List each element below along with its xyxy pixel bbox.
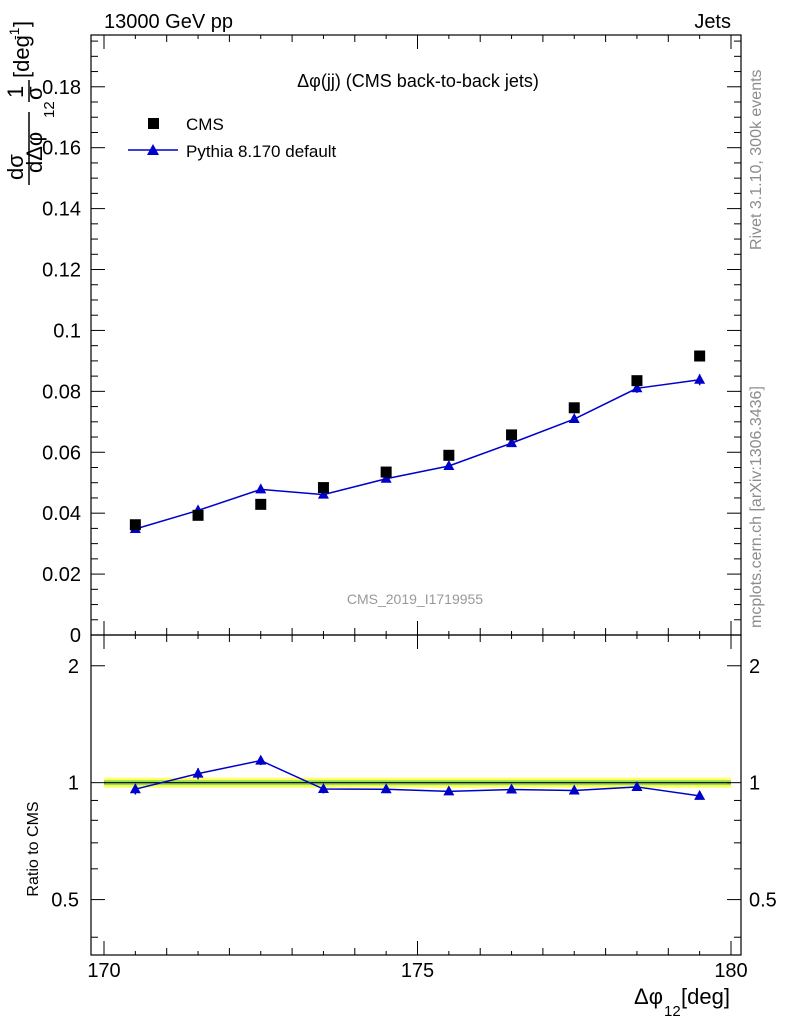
mc-point — [694, 373, 706, 384]
main-panel: 0 0.02 0.04 0.06 0.08 0.1 0.12 0.14 0.16 0.18 Δφ(… — [3, 21, 742, 647]
ratio-x-tick-labels: 170 175 180 — [87, 960, 747, 982]
mcplots-label: mcplots.cern.ch [arXiv:1306.3436] — [748, 386, 765, 628]
x-tick-label: 170 — [87, 960, 120, 982]
main-y-tick-label: 0.04 — [42, 503, 81, 525]
legend: CMS Pythia 8.170 default — [128, 115, 337, 161]
cms-point — [380, 466, 392, 478]
ratio-y-tick-label-right: 2 — [749, 656, 760, 678]
ratio-y-ticks — [91, 665, 741, 938]
ratio-markers — [129, 754, 706, 800]
legend-label-cms: CMS — [186, 115, 224, 134]
ylabel-unit-close: ] — [9, 21, 34, 27]
main-y-axis-label: 1 σ dσ dΔφ 12 [deg -1 ] — [3, 21, 58, 185]
mc-markers — [129, 373, 706, 534]
ratio-point — [192, 767, 204, 778]
cms-point — [255, 498, 267, 510]
main-y-tick-label: 0 — [70, 625, 81, 647]
chart-title: Δφ(jj) (CMS back-to-back jets) — [297, 71, 539, 91]
ratio-point — [380, 783, 392, 794]
xlabel-unit: [deg] — [681, 984, 730, 1009]
mc-point — [568, 413, 580, 424]
cms-point — [694, 350, 706, 362]
ratio-band — [104, 777, 731, 788]
ratio-point — [129, 783, 141, 794]
ratio-y-tick-label-right: 1 — [749, 773, 760, 795]
mc-point — [443, 459, 455, 470]
ratio-y-tick-label-left: 0.5 — [51, 890, 79, 912]
ratio-y-axis-label: Ratio to CMS — [25, 801, 42, 896]
main-y-tick-label: 0.02 — [42, 564, 81, 586]
xlabel-main: Δφ — [634, 984, 663, 1009]
ratio-y-tick-label-left: 2 — [68, 656, 79, 678]
data-markers — [129, 350, 706, 531]
ylabel-prefix-den: σ — [22, 86, 47, 100]
x-axis-label: Δφ 12 [deg] — [634, 984, 730, 1020]
x-tick-label: 180 — [714, 960, 747, 982]
main-y-tick-label: 0.08 — [42, 381, 81, 403]
cms-point — [192, 509, 204, 521]
ratio-point — [631, 780, 643, 791]
ratio-x-ticks — [103, 635, 732, 955]
watermark: CMS_2019_I1719955 — [347, 591, 483, 607]
rivet-label: Rivet 3.1.10, 300k events — [748, 69, 765, 250]
main-y-tick-label: 0.12 — [42, 260, 81, 282]
x-tick-label: 175 — [401, 960, 434, 982]
ylabel-frac-den: dΔφ — [22, 132, 47, 173]
ratio-y-tick-labels: 0.5 0.5 1 1 2 2 — [51, 656, 777, 912]
main-y-tick-label: 0.06 — [42, 442, 81, 464]
main-y-tick-label: 0.16 — [42, 138, 81, 160]
ratio-point — [317, 783, 329, 794]
ratio-point — [568, 784, 580, 795]
legend-marker-cms — [148, 118, 159, 129]
ylabel-prefix-num: 1 — [3, 86, 28, 98]
cms-point — [568, 402, 580, 414]
mc-point — [631, 382, 643, 393]
mc-error-bars — [134, 374, 701, 532]
ratio-series-line — [135, 759, 700, 797]
cms-point — [506, 429, 518, 441]
ratio-point — [255, 754, 267, 765]
ratio-point — [506, 783, 518, 794]
mc-point — [506, 437, 518, 448]
cms-point — [443, 449, 455, 461]
main-y-tick-label: 0.18 — [42, 77, 81, 99]
ylabel-unit: [deg — [9, 35, 34, 78]
mc-point — [380, 472, 392, 483]
ratio-frame — [90, 634, 742, 956]
header-left: 13000 GeV pp — [104, 11, 233, 33]
ratio-y-tick-label-right: 0.5 — [749, 890, 777, 912]
ylabel-unit-sup: -1 — [6, 27, 22, 40]
legend-marker-mc — [147, 144, 159, 155]
mc-series-line — [135, 379, 700, 530]
mc-point — [255, 483, 267, 494]
ratio-point — [694, 789, 706, 800]
ratio-point — [443, 785, 455, 796]
main-x-ticks — [103, 35, 732, 635]
xlabel-sub: 12 — [664, 1003, 681, 1020]
main-y-tick-label: 0.1 — [53, 320, 81, 342]
cms-point — [631, 375, 643, 387]
mc-point — [317, 488, 329, 499]
cms-point — [129, 519, 141, 531]
ratio-panel: 0.5 0.51 12 2 170 175 180 Ratio to CMS Δφ 12 … — [25, 634, 777, 1020]
cms-point — [317, 482, 329, 494]
ylabel-frac-num: dσ — [3, 154, 28, 180]
header-right: Jets — [694, 11, 731, 33]
main-y-tick-labels: 0 0.02 0.04 0.06 0.08 0.1 0.12 0.14 0.16 0.18 — [42, 77, 81, 647]
ratio-y-tick-label-left: 1 — [68, 773, 79, 795]
legend-label-mc: Pythia 8.170 default — [186, 142, 337, 161]
ylabel-frac-den-sub: 12 — [41, 101, 58, 118]
main-y-tick-label: 0.14 — [42, 199, 81, 221]
